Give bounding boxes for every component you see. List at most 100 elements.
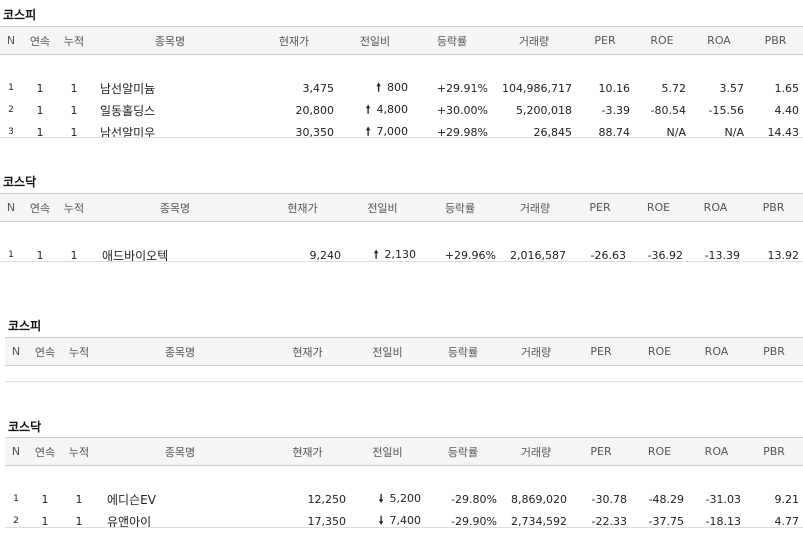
col-price: 현재가 <box>250 26 338 55</box>
cumulative-cell: 1 <box>75 514 83 528</box>
pbr-cell: 9.21 <box>774 492 800 506</box>
change-cell: 🠕 4,800 <box>338 99 412 121</box>
col-roa: ROA <box>687 193 744 222</box>
roe-cell: N/A <box>666 125 686 139</box>
roe-cell: -37.75 <box>648 514 684 528</box>
col-volume: 거래량 <box>492 26 576 55</box>
stock-name-link[interactable]: 남선알미우 <box>100 125 156 140</box>
cumulative-cell: 1 <box>70 125 78 139</box>
table-row[interactable]: 1 1 1 에디슨EV 12,250 🠗 5,200 -29.80% 8,869,… <box>5 488 803 510</box>
per-cell: -26.63 <box>590 248 626 262</box>
rank-cell: 1 <box>8 83 14 93</box>
price-cell: 20,800 <box>295 103 335 117</box>
roa-cell: 3.57 <box>719 81 745 95</box>
col-change: 전일비 <box>338 26 412 55</box>
col-name: 종목명 <box>95 337 265 366</box>
price-cell: 17,350 <box>307 514 347 528</box>
stock-table-kosdaq-lower: N 연속 누적 종목명 현재가 전일비 등락률 거래량 PER ROE ROA … <box>5 437 803 532</box>
col-change: 전일비 <box>345 193 420 222</box>
stock-name-link[interactable]: 애드바이오텍 <box>102 248 169 263</box>
divider <box>0 137 803 138</box>
table-row[interactable]: 2 1 1 일동홀딩스 20,800 🠕 4,800 +30.00% 5,200,… <box>0 99 803 121</box>
volume-cell: 8,869,020 <box>511 492 567 506</box>
stock-name-link[interactable]: 남선알미늄 <box>100 81 156 96</box>
section-title-kosdaq-upper: 코스닥 <box>3 175 37 189</box>
col-per: PER <box>576 26 634 55</box>
volume-cell: 104,986,717 <box>502 81 572 95</box>
col-n: N <box>5 337 27 366</box>
per-cell: 88.74 <box>598 125 631 139</box>
change-value: 7,000 <box>376 124 409 138</box>
consecutive-cell: 1 <box>36 103 44 117</box>
divider <box>5 527 803 528</box>
stock-name-link[interactable]: 에디슨EV <box>107 492 156 507</box>
pbr-cell: 4.77 <box>774 514 800 528</box>
rank-cell: 1 <box>13 494 19 504</box>
change-value: 7,400 <box>389 513 422 527</box>
col-pbr: PBR <box>745 337 803 366</box>
change-value: 5,200 <box>389 491 422 505</box>
table-row[interactable]: 1 1 1 남선알미늄 3,475 🠕 800 +29.91% 104,986,7… <box>0 77 803 99</box>
rank-cell: 2 <box>8 105 14 115</box>
cumulative-cell: 1 <box>70 81 78 95</box>
rank-cell: 3 <box>8 127 14 137</box>
table-header-row: N 연속 누적 종목명 현재가 전일비 등락률 거래량 PER ROE ROA … <box>5 437 803 466</box>
col-volume: 거래량 <box>501 437 571 466</box>
col-roa: ROA <box>688 337 745 366</box>
table-header-row: N 연속 누적 종목명 현재가 전일비 등락률 거래량 PER ROE ROA … <box>5 337 803 366</box>
volume-cell: 26,845 <box>533 125 573 139</box>
volume-cell: 2,016,587 <box>510 248 566 262</box>
table-row[interactable]: 1 1 1 애드바이오텍 9,240 🠕 2,130 +29.96% 2,016,… <box>0 244 803 266</box>
up-arrow-icon: 🠕 <box>365 102 371 116</box>
col-change: 전일비 <box>350 337 425 366</box>
divider <box>5 381 803 382</box>
col-cumulative: 누적 <box>58 26 90 55</box>
rate-cell: -29.90% <box>451 514 497 528</box>
volume-cell: 2,734,592 <box>511 514 567 528</box>
col-roa: ROA <box>688 437 745 466</box>
col-volume: 거래량 <box>501 337 571 366</box>
rank-cell: 1 <box>8 250 14 260</box>
up-arrow-icon: 🠕 <box>373 247 379 261</box>
col-cumulative: 누적 <box>63 437 95 466</box>
col-name: 종목명 <box>90 26 250 55</box>
col-n: N <box>0 26 22 55</box>
pbr-cell: 4.40 <box>774 103 800 117</box>
per-cell: -3.39 <box>601 103 630 117</box>
col-per: PER <box>571 337 631 366</box>
table-row[interactable]: 2 1 1 유앤아이 17,350 🠗 7,400 -29.90% 2,734,5… <box>5 510 803 532</box>
stock-name-link[interactable]: 일동홀딩스 <box>100 103 156 118</box>
col-cumulative: 누적 <box>58 193 90 222</box>
price-cell: 3,475 <box>302 81 335 95</box>
change-value: 2,130 <box>384 247 417 261</box>
rank-cell: 2 <box>13 516 19 526</box>
col-n: N <box>5 437 27 466</box>
table-header-row: N 연속 누적 종목명 현재가 전일비 등락률 거래량 PER ROE ROA … <box>0 26 803 55</box>
col-price: 현재가 <box>260 193 345 222</box>
col-volume: 거래량 <box>500 193 570 222</box>
stock-table-kosdaq-upper: N 연속 누적 종목명 현재가 전일비 등락률 거래량 PER ROE ROA … <box>0 193 803 266</box>
rate-cell: +29.98% <box>436 125 488 139</box>
price-cell: 30,350 <box>295 125 335 139</box>
col-n: N <box>0 193 22 222</box>
roa-cell: -18.13 <box>705 514 741 528</box>
col-rate: 등락률 <box>412 26 492 55</box>
stock-name-link[interactable]: 유앤아이 <box>107 514 152 529</box>
roa-cell: -13.39 <box>704 248 740 262</box>
up-arrow-icon: 🠕 <box>376 80 381 94</box>
pbr-cell: 1.65 <box>774 81 800 95</box>
stock-table-kospi-lower: N 연속 누적 종목명 현재가 전일비 등락률 거래량 PER ROE ROA … <box>5 337 803 366</box>
change-cell: 🠗 7,400 <box>350 510 425 532</box>
roa-cell: N/A <box>724 125 744 139</box>
col-per: PER <box>570 193 630 222</box>
table-row[interactable]: 3 1 1 남선알미우 30,350 🠕 7,000 +29.98% 26,845… <box>0 121 803 143</box>
change-value: 4,800 <box>376 102 409 116</box>
down-arrow-icon: 🠗 <box>378 513 384 527</box>
col-name: 종목명 <box>95 437 265 466</box>
roe-cell: -80.54 <box>650 103 686 117</box>
col-price: 현재가 <box>265 337 350 366</box>
rate-cell: +29.91% <box>436 81 488 95</box>
consecutive-cell: 1 <box>41 514 49 528</box>
col-consecutive: 연속 <box>27 337 63 366</box>
consecutive-cell: 1 <box>41 492 49 506</box>
